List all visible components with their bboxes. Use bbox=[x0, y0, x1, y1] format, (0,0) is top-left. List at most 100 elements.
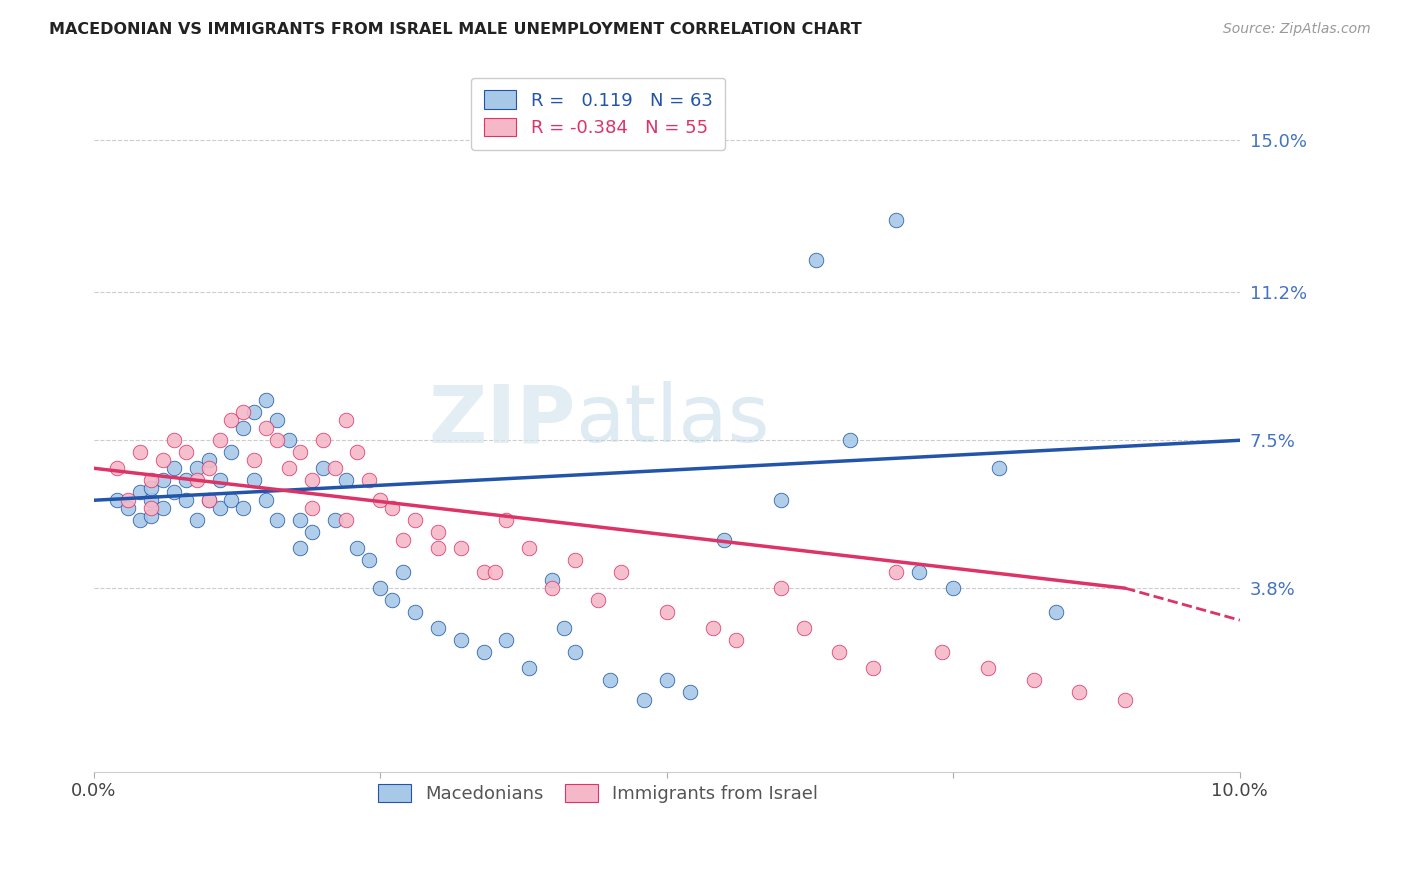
Point bbox=[221, 445, 243, 459]
Point bbox=[208, 473, 231, 487]
Point bbox=[484, 565, 506, 579]
Point bbox=[988, 461, 1011, 475]
Point bbox=[301, 501, 323, 516]
Point bbox=[254, 421, 277, 435]
Point bbox=[243, 473, 266, 487]
Point bbox=[770, 493, 793, 508]
Point bbox=[335, 513, 357, 527]
Point bbox=[370, 581, 392, 595]
Text: Source: ZipAtlas.com: Source: ZipAtlas.com bbox=[1223, 22, 1371, 37]
Point bbox=[174, 493, 197, 508]
Point bbox=[290, 513, 312, 527]
Point bbox=[277, 434, 299, 448]
Point bbox=[633, 693, 655, 707]
Point bbox=[232, 501, 254, 516]
Point bbox=[312, 461, 335, 475]
Legend: Macedonians, Immigrants from Israel: Macedonians, Immigrants from Israel bbox=[366, 772, 831, 816]
Point bbox=[610, 565, 633, 579]
Point bbox=[541, 573, 564, 587]
Point bbox=[1022, 673, 1045, 687]
Point bbox=[232, 421, 254, 435]
Point bbox=[163, 461, 186, 475]
Point bbox=[976, 661, 998, 675]
Point bbox=[266, 434, 288, 448]
Point bbox=[426, 541, 449, 556]
Point bbox=[370, 493, 392, 508]
Point bbox=[862, 661, 884, 675]
Text: ZIP: ZIP bbox=[427, 381, 575, 459]
Point bbox=[141, 509, 163, 524]
Point bbox=[450, 541, 472, 556]
Point bbox=[884, 213, 907, 227]
Point bbox=[404, 605, 426, 619]
Point bbox=[553, 621, 575, 635]
Point bbox=[1114, 693, 1136, 707]
Point bbox=[357, 473, 380, 487]
Point bbox=[517, 661, 540, 675]
Point bbox=[277, 461, 299, 475]
Point bbox=[942, 581, 965, 595]
Point bbox=[232, 405, 254, 419]
Point bbox=[426, 525, 449, 540]
Point bbox=[908, 565, 931, 579]
Point bbox=[564, 645, 586, 659]
Point bbox=[117, 493, 139, 508]
Point bbox=[197, 461, 219, 475]
Point bbox=[290, 445, 312, 459]
Point bbox=[163, 485, 186, 500]
Point bbox=[266, 513, 288, 527]
Point bbox=[724, 633, 747, 648]
Point bbox=[141, 493, 163, 508]
Point bbox=[163, 434, 186, 448]
Point bbox=[770, 581, 793, 595]
Point bbox=[655, 605, 678, 619]
Point bbox=[141, 481, 163, 495]
Point bbox=[472, 645, 495, 659]
Point bbox=[793, 621, 815, 635]
Point bbox=[323, 461, 346, 475]
Point bbox=[290, 541, 312, 556]
Point bbox=[404, 513, 426, 527]
Point bbox=[208, 501, 231, 516]
Point bbox=[117, 501, 139, 516]
Point bbox=[541, 581, 564, 595]
Point bbox=[174, 445, 197, 459]
Point bbox=[564, 553, 586, 567]
Point bbox=[392, 533, 415, 548]
Point bbox=[141, 501, 163, 516]
Point bbox=[586, 593, 609, 607]
Point bbox=[839, 434, 862, 448]
Point bbox=[152, 501, 174, 516]
Point bbox=[679, 685, 702, 699]
Point bbox=[254, 393, 277, 408]
Point bbox=[381, 501, 404, 516]
Point bbox=[105, 493, 128, 508]
Point bbox=[323, 513, 346, 527]
Text: MACEDONIAN VS IMMIGRANTS FROM ISRAEL MALE UNEMPLOYMENT CORRELATION CHART: MACEDONIAN VS IMMIGRANTS FROM ISRAEL MAL… bbox=[49, 22, 862, 37]
Point bbox=[197, 493, 219, 508]
Point bbox=[599, 673, 621, 687]
Point bbox=[174, 473, 197, 487]
Point bbox=[1045, 605, 1067, 619]
Point bbox=[266, 413, 288, 427]
Point bbox=[152, 453, 174, 467]
Point bbox=[141, 473, 163, 487]
Point bbox=[450, 633, 472, 648]
Point bbox=[186, 473, 208, 487]
Point bbox=[152, 473, 174, 487]
Point bbox=[381, 593, 404, 607]
Point bbox=[884, 565, 907, 579]
Point bbox=[301, 473, 323, 487]
Point bbox=[128, 513, 150, 527]
Point bbox=[426, 621, 449, 635]
Point bbox=[186, 513, 208, 527]
Point bbox=[243, 453, 266, 467]
Point bbox=[702, 621, 724, 635]
Point bbox=[254, 493, 277, 508]
Point bbox=[128, 445, 150, 459]
Point bbox=[495, 513, 517, 527]
Point bbox=[1069, 685, 1091, 699]
Point bbox=[655, 673, 678, 687]
Point bbox=[346, 445, 368, 459]
Point bbox=[197, 493, 219, 508]
